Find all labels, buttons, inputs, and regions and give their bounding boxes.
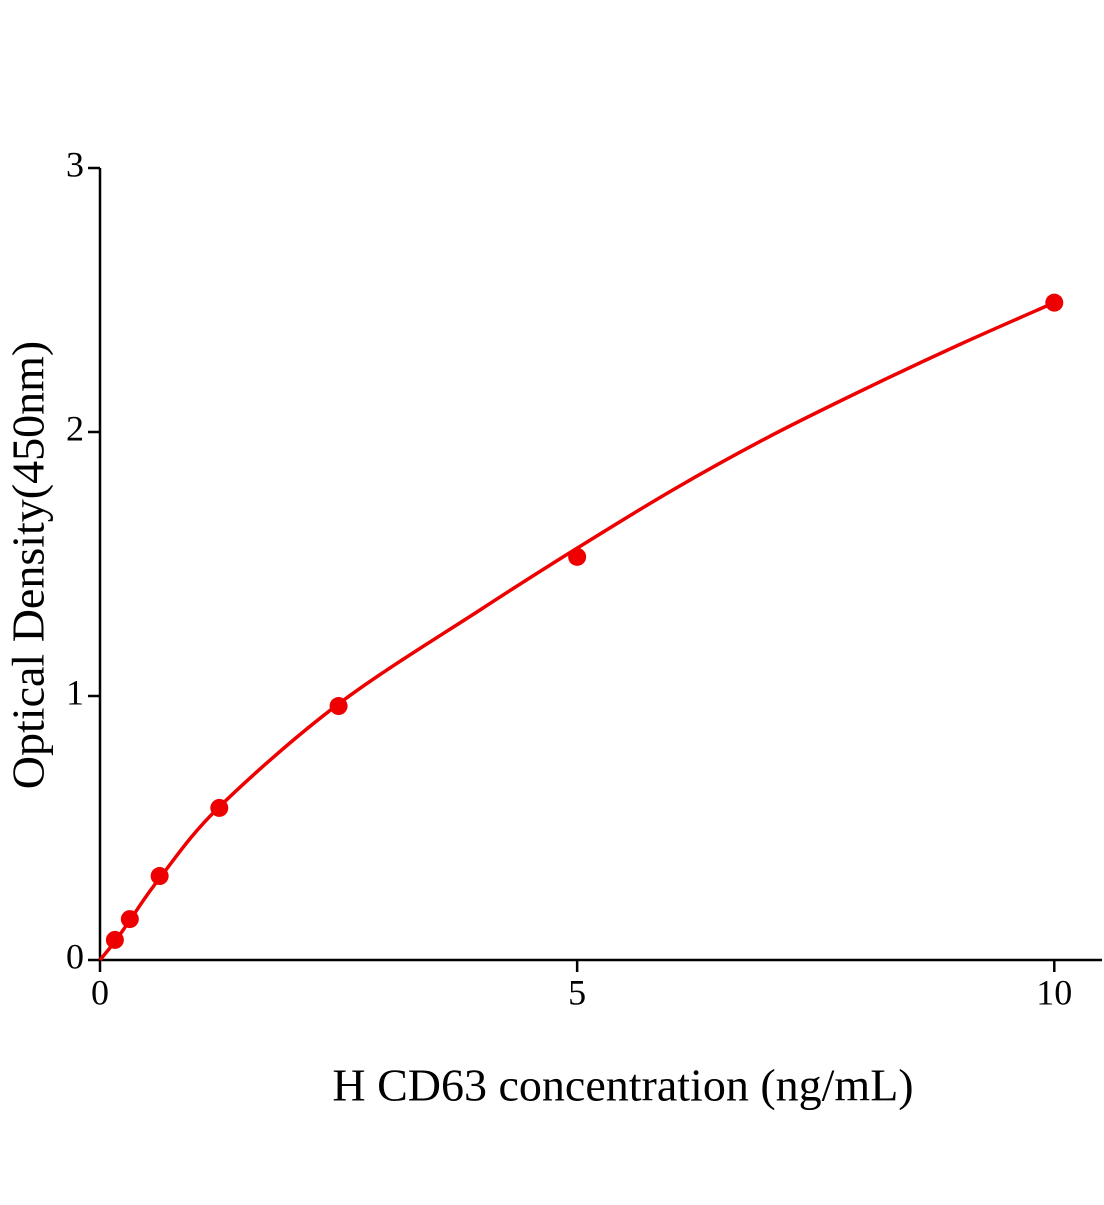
data-point [210,798,229,817]
data-point [329,697,348,716]
x-axis-title: H CD63 concentration (ng/mL) [332,1060,913,1111]
y-tick-label: 2 [66,408,84,448]
fit-curve [98,301,1055,962]
data-point [105,930,124,949]
data-point [568,547,587,566]
y-axis-title: Optical Density(450nm) [3,341,54,789]
y-tick-label: 0 [66,936,84,976]
x-tick-label: 5 [568,972,586,1012]
x-tick-label: 10 [1036,972,1072,1012]
data-point [1045,293,1064,312]
x-tick-label: 0 [91,972,109,1012]
y-tick-label: 1 [66,672,84,712]
data-point [150,867,169,886]
data-point [120,910,139,929]
y-tick-label: 3 [66,144,84,184]
